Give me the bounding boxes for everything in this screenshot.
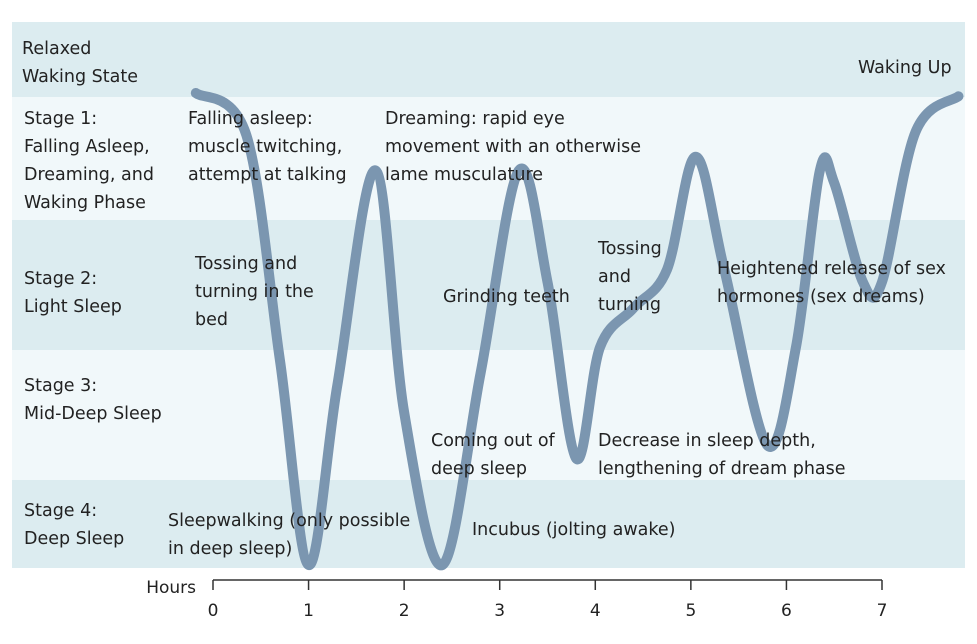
x-tick-label: 1 — [303, 601, 314, 621]
annotation-dreaming: Dreaming: rapid eye movement with an oth… — [385, 109, 641, 185]
x-tick-label: 7 — [877, 601, 888, 621]
stage-label-stage-3: Stage 3: Mid-Deep Sleep — [24, 376, 162, 424]
annotation-incubus: Incubus (jolting awake) — [472, 520, 676, 540]
annotation-sex-hormones: Heightened release of sex hormones (sex … — [717, 259, 946, 307]
x-tick-label: 3 — [494, 601, 505, 621]
stage-label-stage-2: Stage 2: Light Sleep — [24, 269, 122, 317]
annotation-falling-asleep: Falling asleep: muscle twitching, attemp… — [188, 109, 347, 185]
x-tick-label: 5 — [685, 601, 696, 621]
x-tick-label: 4 — [590, 601, 601, 621]
annotation-grinding-teeth: Grinding teeth — [443, 287, 570, 307]
x-axis: Hours 0 1 2 3 4 5 6 7 — [146, 578, 887, 621]
sleep-depth-curve — [190, 88, 964, 571]
x-tick-label: 0 — [208, 601, 219, 621]
annotation-tossing-bed: Tossing and turning in the bed — [195, 254, 314, 330]
band-stage-1 — [12, 97, 965, 220]
band-stage-4 — [12, 480, 965, 568]
annotation-tossing-turning: Tossing and turning — [598, 239, 662, 315]
annotation-sleepwalking: Sleepwalking (only possible in deep slee… — [168, 511, 411, 559]
annotation-decrease-depth: Decrease in sleep depth, lengthening of … — [598, 431, 846, 479]
stage-label-stage-1: Stage 1: Falling Asleep, Dreaming, and W… — [24, 109, 154, 213]
band-relaxed-waking — [12, 22, 965, 97]
annotation-waking-up: Waking Up — [858, 58, 952, 78]
stage-label-stage-4: Stage 4: Deep Sleep — [24, 501, 125, 549]
x-tick-label: 6 — [781, 601, 792, 621]
stage-label-waking: Relaxed Waking State — [22, 39, 138, 87]
band-stage-3 — [12, 350, 965, 480]
annotation-coming-out: Coming out of deep sleep — [431, 431, 555, 479]
x-tick-label: 2 — [399, 601, 410, 621]
x-axis-label: Hours — [146, 578, 196, 598]
